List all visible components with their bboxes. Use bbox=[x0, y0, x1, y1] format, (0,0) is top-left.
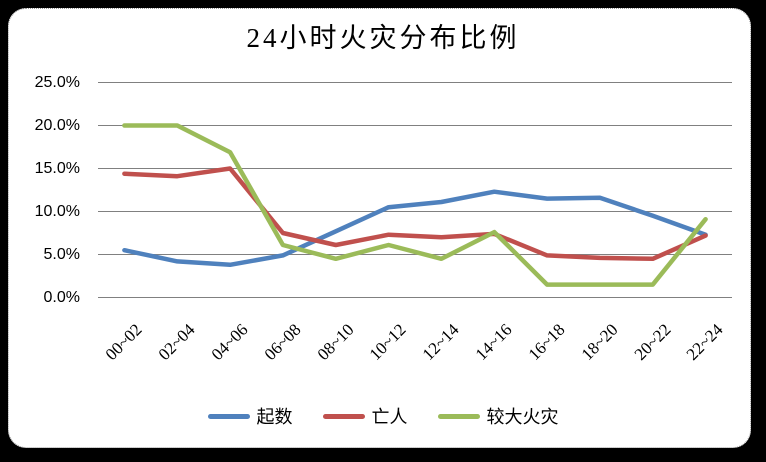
legend-label: 较大火灾 bbox=[486, 407, 559, 427]
y-tick-label: 15.0% bbox=[34, 159, 80, 177]
y-tick-label: 10.0% bbox=[34, 202, 80, 220]
legend-label: 起数 bbox=[256, 407, 293, 427]
series-line-0 bbox=[122, 189, 708, 268]
y-tick-label: 20.0% bbox=[34, 116, 80, 134]
legend-line-marker-icon bbox=[437, 413, 480, 419]
legend: 起数 亡人 较大火灾 bbox=[0, 403, 766, 429]
legend-item-0: 起数 bbox=[207, 403, 293, 429]
y-tick-label: 5.0% bbox=[43, 245, 80, 263]
y-tick-label: 0.0% bbox=[43, 288, 80, 306]
legend-item-2: 较大火灾 bbox=[437, 403, 559, 429]
series-line-2 bbox=[122, 123, 708, 287]
series-line-1 bbox=[122, 166, 708, 262]
legend-item-1: 亡人 bbox=[322, 403, 408, 429]
y-tick-label: 25.0% bbox=[34, 73, 80, 91]
legend-label: 亡人 bbox=[371, 407, 408, 427]
chart-title: 24小时火灾分布比例 bbox=[246, 23, 520, 53]
chart-frame bbox=[8, 8, 751, 448]
legend-line-marker-icon bbox=[322, 413, 365, 419]
legend-line-marker-icon bbox=[207, 413, 250, 419]
